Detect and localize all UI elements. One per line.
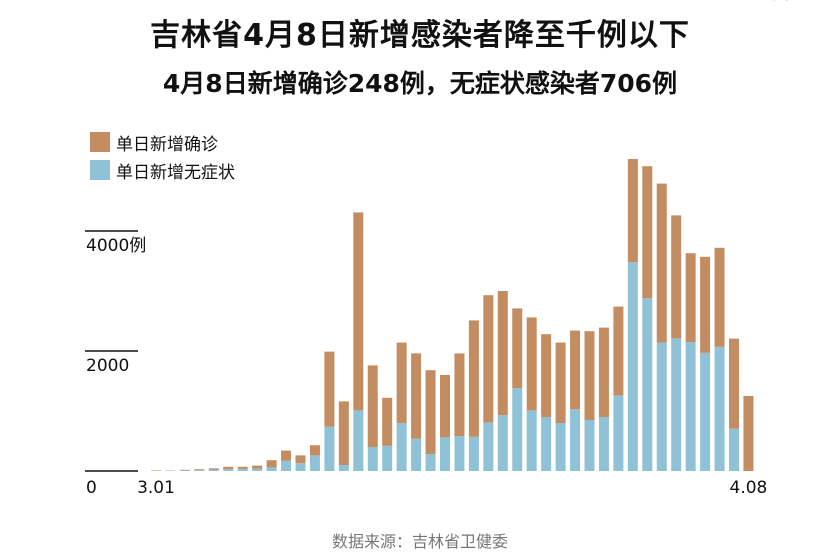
bar-confirmed-9 <box>281 450 292 461</box>
bar-confirmed-8 <box>266 460 277 468</box>
bar-asymptomatic-29 <box>570 409 581 471</box>
bar-asymptomatic-17 <box>396 423 407 471</box>
bar-asymptomatic-25 <box>512 388 523 471</box>
bar-asymptomatic-4 <box>208 469 219 471</box>
bar-asymptomatic-26 <box>526 410 537 471</box>
bar-asymptomatic-10 <box>295 463 306 471</box>
bar-asymptomatic-3 <box>194 470 205 471</box>
bar-asymptomatic-34 <box>642 298 653 471</box>
bar-confirmed-29 <box>570 330 581 410</box>
bar-asymptomatic-20 <box>440 437 450 471</box>
bar-asymptomatic-21 <box>454 436 465 471</box>
end-label-asymptomatic: 706 <box>756 0 792 5</box>
bar-confirmed-4 <box>208 468 219 470</box>
bar-confirmed-17 <box>396 342 407 423</box>
bar-confirmed-7 <box>252 465 263 469</box>
bar-asymptomatic-38 <box>700 352 711 471</box>
bar-asymptomatic-31 <box>598 417 609 471</box>
bar-asymptomatic-32 <box>613 395 624 471</box>
y-tick-label-2: 4000例 <box>86 236 146 256</box>
bar-confirmed-5 <box>223 466 234 470</box>
bar-confirmed-15 <box>367 365 378 447</box>
bar-confirmed-37 <box>685 253 696 342</box>
legend-swatch-asymptomatic <box>90 160 110 180</box>
bar-asymptomatic-33 <box>627 262 638 471</box>
legend-swatch-confirmed <box>90 132 110 152</box>
bar-asymptomatic-7 <box>252 468 263 471</box>
bar-asymptomatic-37 <box>685 342 696 471</box>
bar-confirmed-3 <box>194 469 205 471</box>
bar-asymptomatic-2 <box>179 470 190 471</box>
bar-confirmed-10 <box>295 455 306 464</box>
bar-asymptomatic-5 <box>223 469 234 471</box>
bar-asymptomatic-11 <box>309 455 320 471</box>
chart-title: 吉林省4月8日新增感染者降至千例以下 <box>150 18 690 53</box>
bar-confirmed-22 <box>468 320 479 437</box>
bar-confirmed-19 <box>425 370 436 455</box>
bar-asymptomatic-16 <box>382 445 393 471</box>
bar-asymptomatic-30 <box>584 420 595 471</box>
bar-confirmed-11 <box>309 445 320 456</box>
bar-confirmed-20 <box>440 375 450 438</box>
bar-confirmed-27 <box>541 334 552 417</box>
bar-confirmed-36 <box>671 215 682 339</box>
bar-asymptomatic-14 <box>353 410 364 471</box>
bar-confirmed-25 <box>512 308 523 389</box>
bar-asymptomatic-19 <box>425 454 436 471</box>
bar-asymptomatic-28 <box>555 423 566 471</box>
bar-asymptomatic-22 <box>468 436 479 471</box>
bar-confirmed-40 <box>729 338 739 429</box>
bar-asymptomatic-23 <box>483 422 494 471</box>
data-source: 数据来源：吉林省卫健委 <box>331 532 508 551</box>
legend-label-confirmed: 单日新增确诊 <box>116 134 218 155</box>
bar-confirmed-23 <box>483 295 494 423</box>
legend: 单日新增确诊 单日新增无症状 <box>90 128 235 184</box>
bar-asymptomatic-35 <box>656 342 667 471</box>
chart-subtitle: 4月8日新增确诊248例，无症状感染者706例 <box>162 69 678 98</box>
stacked-bar-chart: 0 2000 4000例 3.01 4.08 248706 <box>85 0 793 498</box>
bar-asymptomatic-27 <box>541 417 552 471</box>
x-label-end: 4.08 <box>730 478 768 498</box>
legend-label-asymptomatic: 单日新增无症状 <box>116 162 235 183</box>
bar-confirmed-39 <box>714 247 725 347</box>
bar-asymptomatic-24 <box>497 415 508 471</box>
bar-confirmed-21 <box>454 353 465 437</box>
x-label-start: 3.01 <box>137 478 175 498</box>
legend-item-asymptomatic: 单日新增无症状 <box>90 156 235 184</box>
bar-asymptomatic-39 <box>714 346 725 471</box>
bar-asymptomatic-18 <box>411 438 422 471</box>
bar-confirmed-38 <box>700 256 711 353</box>
bar-confirmed-31 <box>598 327 609 417</box>
bar-asymptomatic-15 <box>367 447 378 471</box>
bar-confirmed-34 <box>642 166 653 299</box>
bar-asymptomatic-13 <box>338 465 349 471</box>
bar-asymptomatic-36 <box>671 338 682 471</box>
bar-asymptomatic-8 <box>266 467 277 471</box>
bar-confirmed-24 <box>497 291 508 416</box>
legend-item-confirmed: 单日新增确诊 <box>90 128 235 156</box>
bar-confirmed-26 <box>526 317 537 411</box>
bar-asymptomatic-12 <box>324 426 335 471</box>
bar-asymptomatic-9 <box>281 460 292 471</box>
bar-confirmed-16 <box>382 397 393 446</box>
bar-confirmed-33 <box>627 159 638 263</box>
y-tick-label-0: 0 <box>86 478 97 498</box>
bar-confirmed-12 <box>324 351 335 427</box>
bar-confirmed-2 <box>179 469 190 471</box>
bar-confirmed-35 <box>656 183 667 343</box>
bar-confirmed-18 <box>411 353 422 439</box>
end-label-confirmed: 248 <box>756 0 792 5</box>
bar-asymptomatic-6 <box>237 468 248 471</box>
bar-confirmed-14 <box>353 212 364 411</box>
bar-asymptomatic-40 <box>729 428 739 471</box>
bar-confirmed-32 <box>613 306 624 396</box>
bar-confirmed-41 <box>743 396 754 471</box>
bar-confirmed-30 <box>584 331 595 420</box>
bar-confirmed-6 <box>237 466 248 469</box>
bar-confirmed-28 <box>555 342 566 423</box>
y-tick-label-1: 2000 <box>86 356 129 376</box>
bar-confirmed-13 <box>338 401 349 465</box>
